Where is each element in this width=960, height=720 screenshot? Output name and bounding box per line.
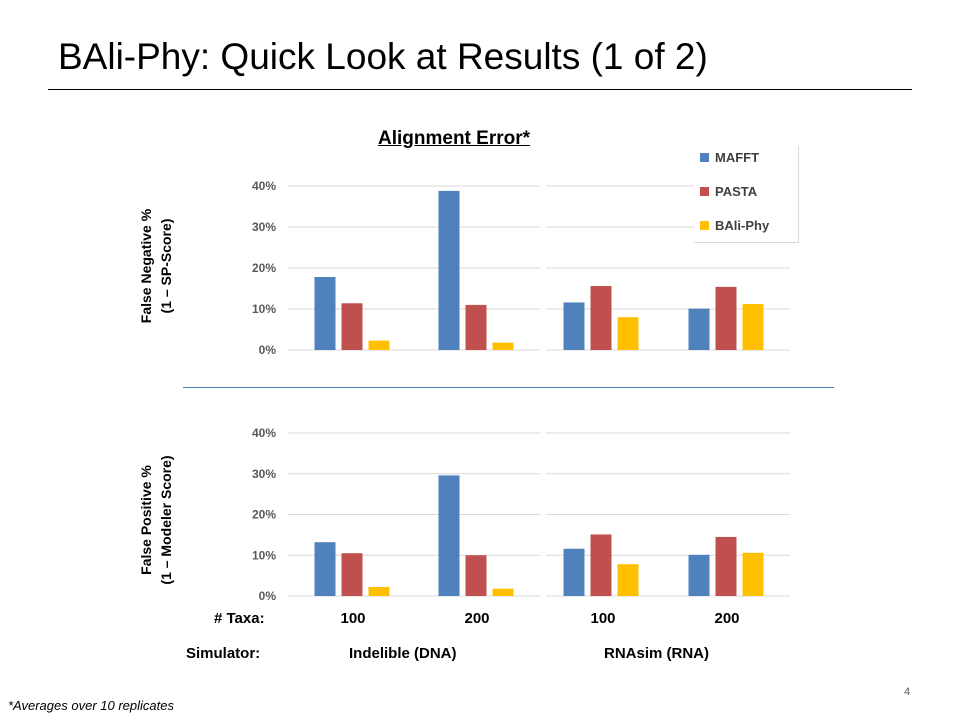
bar-p1-baliphy-1 [368,340,390,350]
bar-p1-mafft-1 [314,277,336,350]
y-tick-label-p2-1: 10% [252,548,276,562]
y-tick-label-p1-3: 30% [252,220,276,234]
y-tick-label-p2-0: 0% [259,589,277,603]
simulator-label-indelible: Indelible (DNA) [349,645,457,662]
bar-p2-pasta-3 [590,534,612,596]
bar-p2-baliphy-1 [368,587,390,596]
bar-p2-mafft-2 [438,475,460,596]
taxa-row-label: # Taxa: [214,610,265,627]
y-tick-label-p1-0: 0% [259,343,277,357]
legend-label-mafft: MAFFT [715,150,760,165]
legend-swatch-mafft [700,153,709,162]
bar-p2-baliphy-3 [617,564,639,596]
bar-p1-pasta-1 [341,303,363,350]
bar-p1-baliphy-3 [617,317,639,350]
bar-p2-mafft-4 [688,554,710,596]
y-axis-label-bottom-line1: False Positive % [138,465,154,575]
legend-item-mafft: MAFFT [700,150,759,165]
panel-divider [183,387,834,388]
bar-p1-pasta-4 [715,286,737,350]
bar-p1-mafft-2 [438,190,460,350]
title-underline [48,89,912,90]
bar-p1-baliphy-2 [492,342,514,350]
y-axis-label-top-line2: (1 – SP-Score) [158,218,174,314]
category-label-2: 200 [464,610,490,627]
simulator-row-label: Simulator: [186,645,261,662]
bar-p2-mafft-3 [563,548,585,596]
bar-p1-baliphy-4 [742,304,764,350]
y-tick-label-p1-1: 10% [252,302,276,316]
y-axis-label-top-line1: False Negative % [138,208,154,324]
simulator-label-rnasim: RNAsim (RNA) [604,645,709,662]
bar-p2-pasta-1 [341,553,363,596]
legend-item-baliphy: BAli-Phy [700,218,769,233]
y-tick-label-p2-3: 30% [252,467,276,481]
bar-p1-mafft-3 [563,302,585,350]
bar-p1-pasta-2 [465,304,487,350]
bar-p2-mafft-1 [314,542,336,596]
y-axis-label-top: False Negative % (1 – SP-Score) [136,176,176,356]
slide-title: BAli-Phy: Quick Look at Results (1 of 2) [58,36,708,77]
bar-p2-pasta-4 [715,536,737,596]
legend-label-baliphy: BAli-Phy [715,218,770,233]
bar-p2-baliphy-2 [492,588,514,596]
legend-swatch-pasta [700,187,709,196]
legend-swatch-baliphy [700,221,709,230]
y-tick-label-p2-4: 40% [252,426,276,440]
category-label-1: 100 [340,610,366,627]
bar-p2-baliphy-4 [742,552,764,596]
y-axis-label-bottom-line2: (1 – Modeler Score) [158,455,174,585]
bar-p1-mafft-4 [688,308,710,350]
slide-number: 4 [904,686,911,698]
category-label-3: 100 [590,610,616,627]
y-tick-label-p1-4: 40% [252,179,276,193]
y-tick-label-p2-2: 20% [252,508,276,522]
legend-label-pasta: PASTA [715,184,758,199]
legend: MAFFT PASTA BAli-Phy [694,146,799,243]
legend-item-pasta: PASTA [700,184,757,199]
footnote: *Averages over 10 replicates [8,698,174,713]
bar-p1-pasta-3 [590,286,612,350]
y-axis-label-bottom: False Positive % (1 – Modeler Score) [136,420,176,620]
chart-title: Alignment Error* [378,128,531,149]
category-label-4: 200 [714,610,740,627]
bar-p2-pasta-2 [465,555,487,596]
y-tick-label-p1-2: 20% [252,261,276,275]
